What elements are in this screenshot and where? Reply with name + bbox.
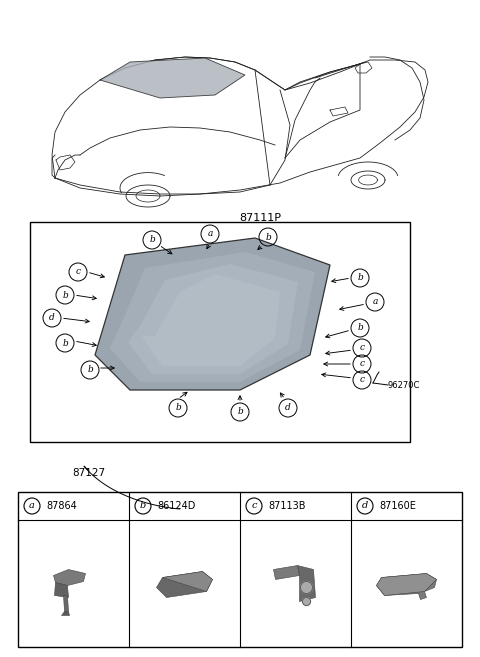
- Text: 87111P: 87111P: [239, 213, 281, 223]
- Text: c: c: [251, 501, 257, 510]
- Text: b: b: [62, 338, 68, 348]
- Text: 86124D: 86124D: [157, 501, 195, 511]
- Polygon shape: [63, 595, 69, 612]
- Text: b: b: [62, 290, 68, 300]
- Polygon shape: [61, 612, 70, 616]
- Text: a: a: [372, 298, 378, 307]
- Polygon shape: [274, 566, 300, 579]
- Text: b: b: [357, 273, 363, 283]
- Polygon shape: [376, 574, 436, 599]
- Text: 87160E: 87160E: [379, 501, 416, 511]
- Text: 96270C: 96270C: [388, 380, 420, 390]
- Polygon shape: [110, 252, 315, 382]
- Text: b: b: [140, 501, 146, 510]
- Polygon shape: [100, 58, 245, 98]
- Text: 87113B: 87113B: [268, 501, 305, 511]
- Polygon shape: [55, 583, 69, 597]
- Text: c: c: [75, 267, 81, 277]
- Circle shape: [300, 581, 312, 593]
- Text: d: d: [49, 313, 55, 323]
- Polygon shape: [156, 572, 213, 597]
- Text: b: b: [87, 365, 93, 374]
- Text: c: c: [360, 359, 364, 369]
- Text: b: b: [265, 233, 271, 242]
- FancyBboxPatch shape: [30, 222, 410, 442]
- Circle shape: [302, 597, 311, 606]
- Polygon shape: [95, 238, 330, 390]
- Text: d: d: [362, 501, 368, 510]
- Text: c: c: [360, 344, 364, 353]
- Polygon shape: [53, 570, 85, 585]
- Polygon shape: [298, 566, 315, 602]
- Polygon shape: [128, 264, 298, 374]
- Text: b: b: [237, 407, 243, 417]
- Text: d: d: [285, 403, 291, 413]
- Text: b: b: [149, 235, 155, 244]
- Polygon shape: [376, 574, 436, 595]
- Text: 87127: 87127: [72, 468, 105, 478]
- Text: 87864: 87864: [46, 501, 77, 511]
- Text: b: b: [175, 403, 181, 413]
- Text: a: a: [207, 229, 213, 238]
- Text: b: b: [357, 323, 363, 332]
- Polygon shape: [142, 274, 280, 366]
- Text: a: a: [29, 501, 35, 510]
- Text: c: c: [360, 376, 364, 384]
- Polygon shape: [163, 572, 213, 591]
- FancyBboxPatch shape: [18, 492, 462, 647]
